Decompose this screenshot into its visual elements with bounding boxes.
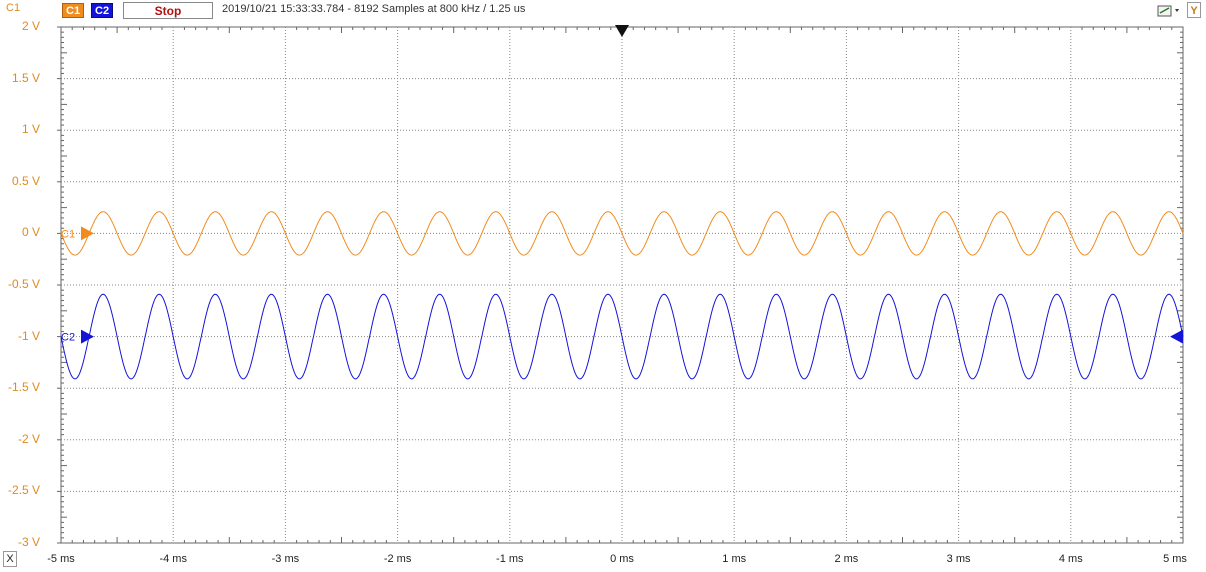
traces xyxy=(60,211,1184,380)
cursor-tool-icon xyxy=(1157,5,1179,17)
x-tick-label: 4 ms xyxy=(1058,553,1083,565)
x-tick-label: 1 ms xyxy=(722,553,747,565)
y-tick-label: -2.5 V xyxy=(7,483,40,498)
y-tick-label: -0.5 V xyxy=(7,277,40,291)
markers: C1 C2 xyxy=(61,25,1183,344)
x-tick-label: -2 ms xyxy=(383,553,412,565)
trigger-marker xyxy=(615,25,629,37)
offset-marker-c2 xyxy=(81,329,94,344)
y-tick-label: -3 V xyxy=(17,535,40,549)
trace-c1 xyxy=(60,211,1184,256)
x-tick-label: 3 ms xyxy=(946,553,971,565)
x-tick-label: 0 ms xyxy=(610,553,634,565)
x-tick-label: 2 ms xyxy=(834,553,859,565)
offset-marker-c1 xyxy=(81,226,94,241)
offset-marker-label-c1: C1 xyxy=(61,228,75,240)
right-marker-c2 xyxy=(1170,329,1183,344)
x-tick-label: -3 ms xyxy=(271,553,300,565)
y-axis-button[interactable]: Y xyxy=(1187,2,1201,18)
cursor-tool-button[interactable] xyxy=(1156,3,1180,18)
y-tick-label: -2 V xyxy=(17,431,40,446)
acquisition-info: 2019/10/21 15:33:33.784 - 8192 Samples a… xyxy=(222,3,526,15)
stop-button[interactable]: Stop xyxy=(123,2,213,19)
x-axis-button[interactable]: X xyxy=(3,551,17,567)
y-tick-label: -1 V xyxy=(17,328,40,343)
y-tick-label: 0 V xyxy=(21,225,40,240)
channel-title: C1 xyxy=(6,2,21,14)
offset-marker-label-c2: C2 xyxy=(61,332,75,344)
toolbar: C1 C1 C2 Stop 2019/10/21 15:33:33.784 - … xyxy=(0,0,1206,22)
grid xyxy=(57,26,1184,544)
y-tick-label: 1 V xyxy=(21,122,40,137)
y-tick-label: 0.5 V xyxy=(11,173,40,188)
y-tick-label: -1.5 V xyxy=(7,380,40,395)
x-tick-label: -5 ms xyxy=(47,553,75,565)
trace-c2 xyxy=(60,293,1184,380)
x-tick-label: -4 ms xyxy=(159,553,187,565)
x-tick-label: 5 ms xyxy=(1163,553,1187,565)
x-tick-label: -1 ms xyxy=(496,553,524,565)
y-tick-label: 2 V xyxy=(21,19,40,33)
channel-c1-button[interactable]: C1 xyxy=(62,3,85,18)
channel-c2-button[interactable]: C2 xyxy=(91,3,114,18)
y-tick-label: 1.5 V xyxy=(11,70,40,85)
